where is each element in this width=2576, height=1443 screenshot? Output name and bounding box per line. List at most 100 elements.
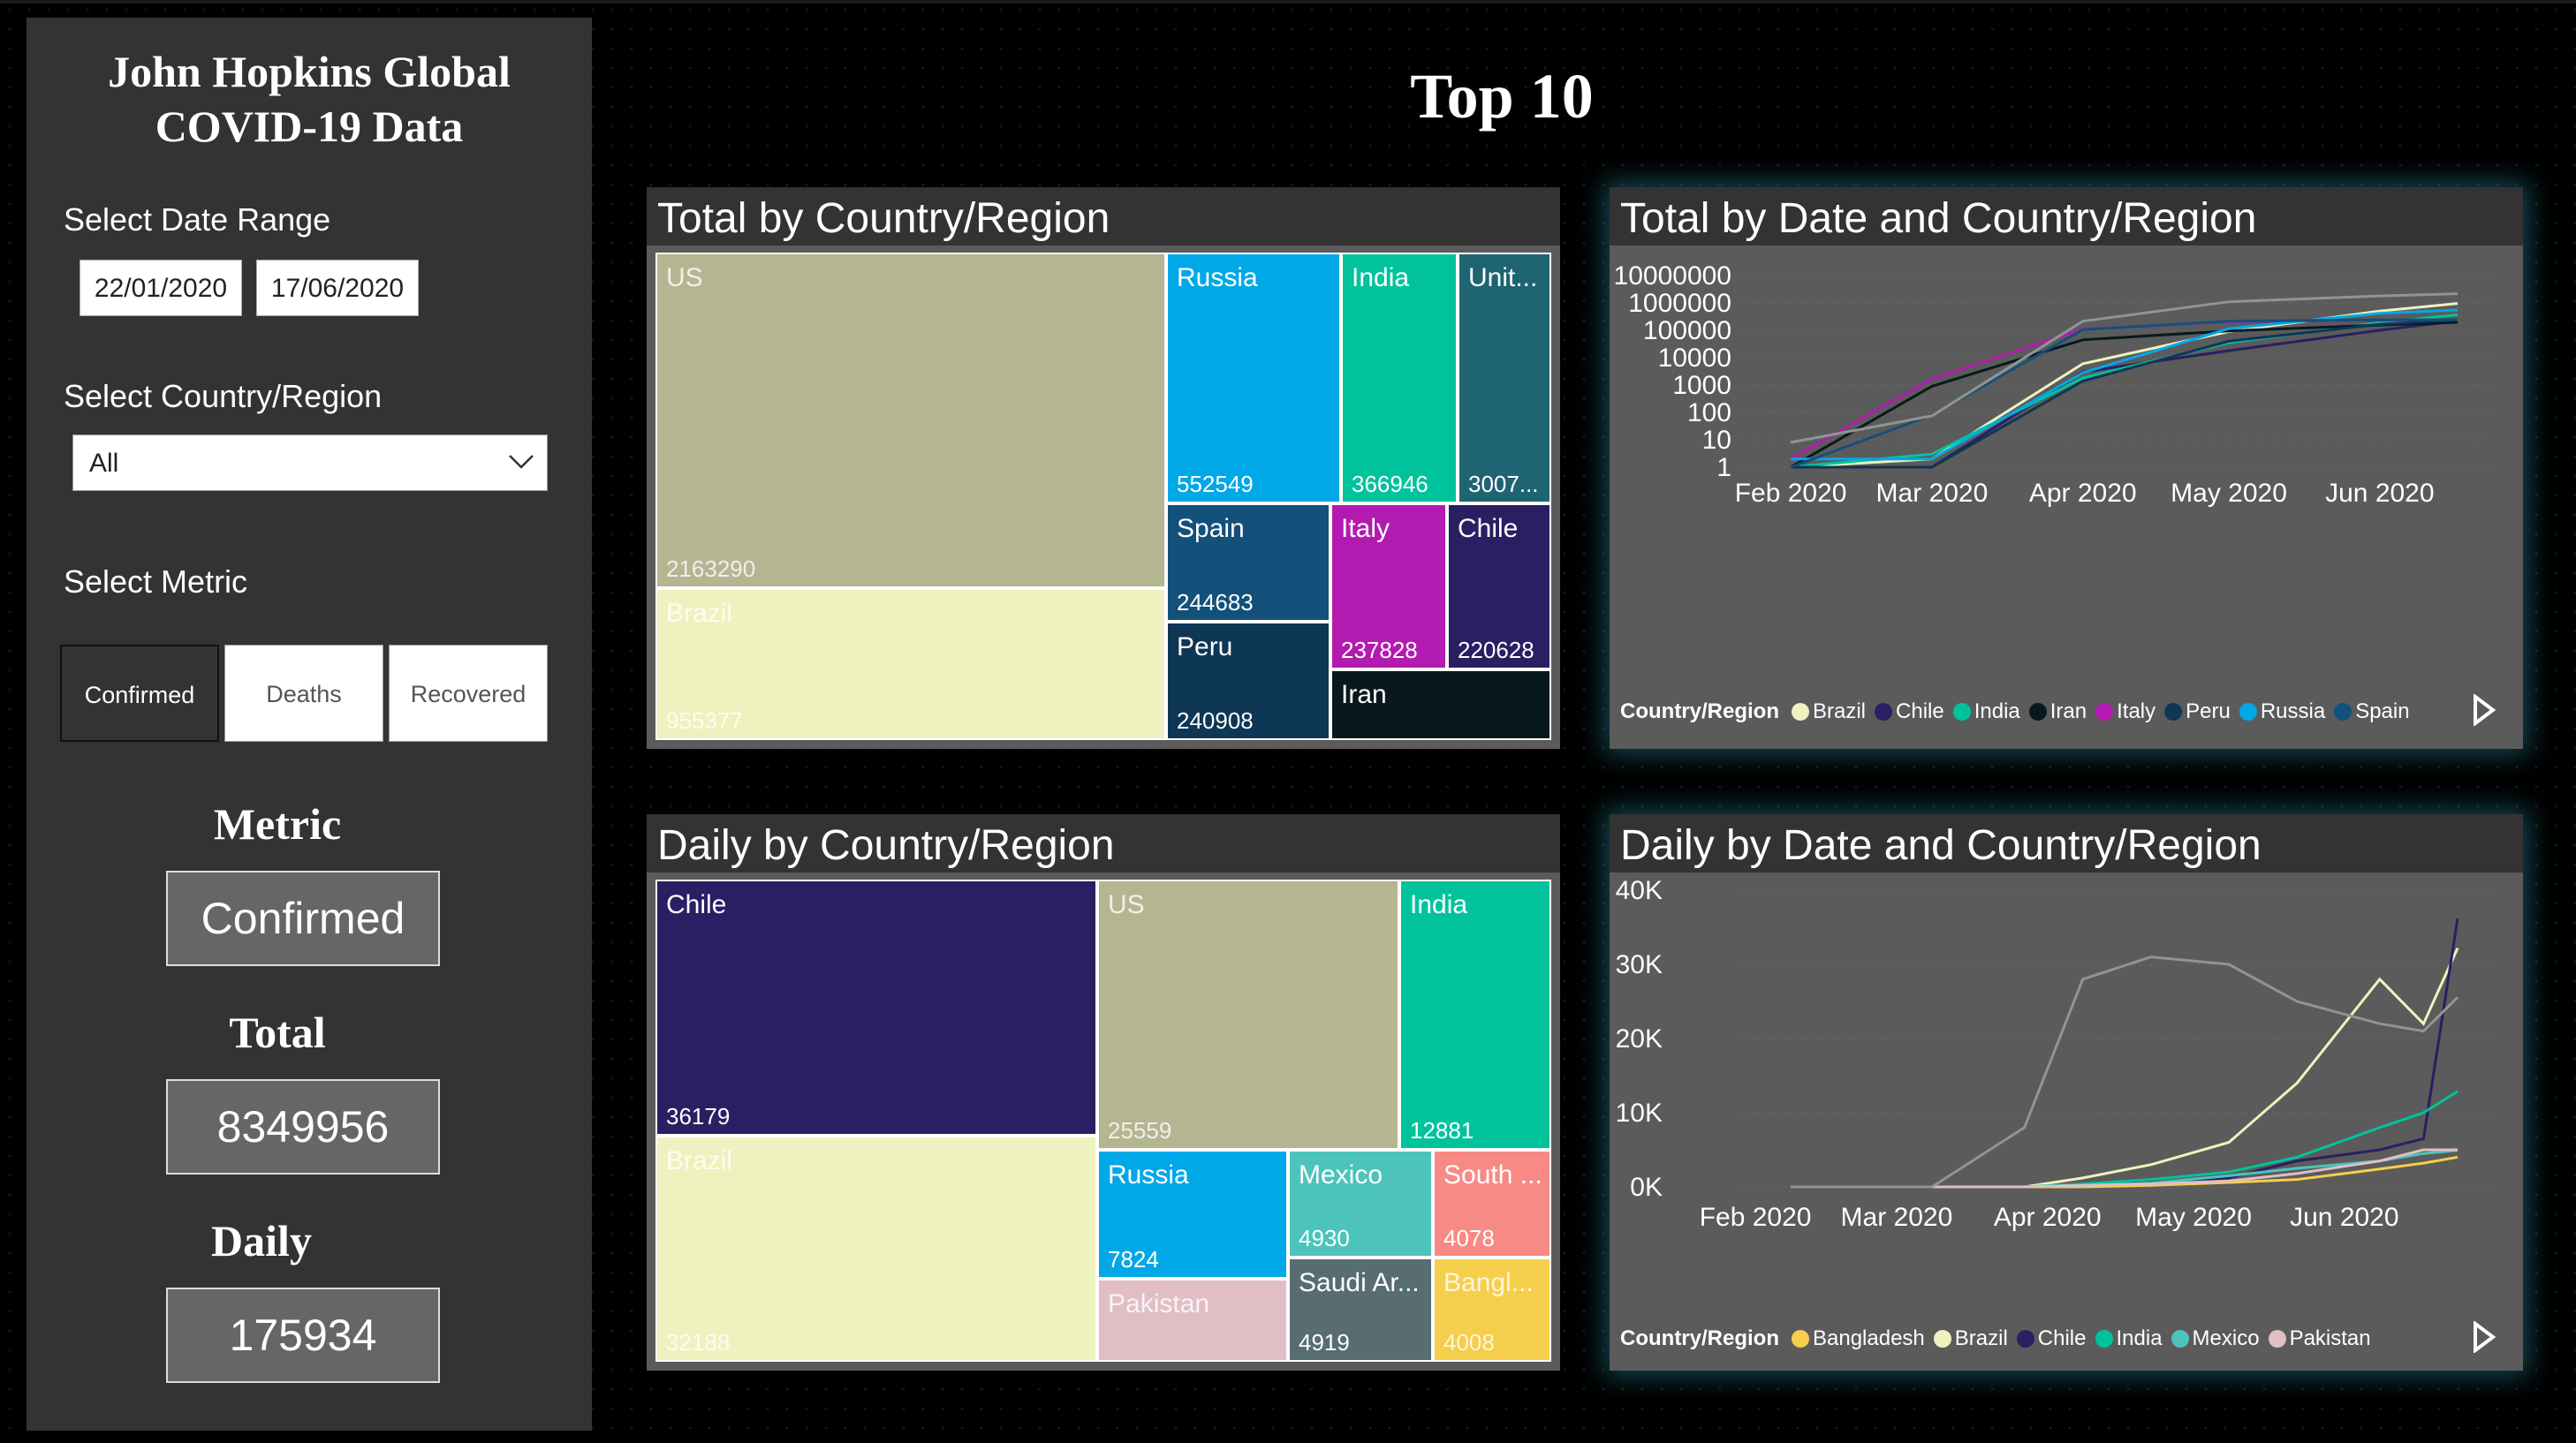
treemap-tile-spain[interactable]: Spain 244683 — [1166, 503, 1330, 622]
legend-item[interactable]: Italy — [2095, 699, 2156, 724]
y-tick-label: 1000 — [1672, 371, 1731, 400]
treemap-tile-russia[interactable]: Russia 552549 — [1166, 253, 1341, 503]
confirmed-button[interactable]: Confirmed — [60, 645, 219, 742]
y-tick-label: 1000000 — [1628, 289, 1731, 318]
legend-label: Chile — [1896, 699, 1944, 723]
legend-dot-icon — [1933, 1330, 1951, 1348]
legend-dot-icon — [2016, 1330, 2034, 1348]
country-region-label: Select Country/Region — [64, 378, 383, 414]
treemap-tile-pakistan[interactable]: Pakistan — [1097, 1279, 1288, 1362]
series-line-brazil — [1791, 947, 2459, 1189]
legend-item[interactable]: Spain — [2334, 699, 2410, 724]
legend-item[interactable]: Chile — [1875, 699, 1944, 724]
treemap-tile-bangl[interactable]: Bangl... 4008 — [1433, 1258, 1551, 1362]
daily-line-title: Daily by Date and Country/Region — [1620, 822, 2262, 869]
legend-item[interactable]: India — [1952, 699, 2020, 724]
treemap-tile-us[interactable]: US 2163290 — [655, 253, 1166, 588]
treemap-tile-italy[interactable]: Italy 237828 — [1330, 503, 1447, 669]
legend-dot-icon — [2164, 703, 2183, 721]
tile-label: Bangl... — [1443, 1268, 1534, 1297]
treemap-tile-brazil[interactable]: Brazil 955377 — [655, 588, 1166, 740]
legend-next-arrow-icon[interactable] — [2472, 1321, 2496, 1353]
tile-value: 12881 — [1410, 1117, 1474, 1144]
daily-treemap-panel: Daily by Country/Region Chile 36179 Brazil… — [647, 814, 1560, 1371]
legend-label: Bangladesh — [1813, 1326, 1925, 1350]
treemap-tile-south[interactable]: South ... 4078 — [1433, 1150, 1551, 1258]
date-start-input[interactable]: 22/01/2020 — [80, 260, 242, 316]
daily-treemap-header: Daily by Country/Region — [647, 814, 1560, 873]
total-line-header: Total by Date and Country/Region — [1610, 187, 2523, 246]
legend-item[interactable]: Chile — [2016, 1326, 2087, 1351]
treemap-tile-mexico[interactable]: Mexico 4930 — [1288, 1150, 1433, 1258]
legend-dot-icon — [2268, 1330, 2286, 1348]
y-tick-label: 30K — [1616, 950, 1663, 979]
tile-label: Pakistan — [1108, 1289, 1210, 1318]
legend-item[interactable]: Mexico — [2171, 1326, 2260, 1351]
deaths-button[interactable]: Deaths — [224, 645, 383, 742]
tile-value: 244683 — [1177, 589, 1254, 616]
legend-item[interactable]: Pakistan — [2268, 1326, 2371, 1351]
legend-item[interactable]: Brazil — [1792, 699, 1866, 724]
metric-heading: Metric — [213, 799, 342, 849]
total-treemap-header: Total by Country/Region — [647, 187, 1560, 246]
tile-value: 32188 — [666, 1329, 731, 1356]
tile-label: South ... — [1443, 1160, 1542, 1190]
y-tick-label: 0K — [1630, 1173, 1663, 1202]
y-tick-label: 10000 — [1658, 344, 1731, 373]
chevron-down-icon — [509, 455, 534, 469]
tile-value: 955377 — [666, 707, 743, 734]
tile-value: 552549 — [1177, 471, 1254, 497]
legend-dot-icon — [2028, 703, 2047, 721]
legend-label: Peru — [2186, 699, 2231, 723]
legend-next-arrow-icon[interactable] — [2472, 694, 2496, 726]
legend-item[interactable]: India — [2095, 1326, 2163, 1351]
legend-dot-icon — [2095, 703, 2114, 721]
legend-item[interactable]: Peru — [2164, 699, 2231, 724]
legend-label: India — [2116, 1326, 2163, 1350]
tile-label: US — [1108, 890, 1145, 919]
x-tick-label: Feb 2020 — [1700, 1203, 1812, 1232]
tile-value: 36179 — [666, 1103, 731, 1129]
legend-item[interactable]: Bangladesh — [1792, 1326, 1925, 1351]
tile-label: Unit... — [1468, 263, 1538, 292]
country-region-dropdown[interactable]: All — [72, 434, 548, 491]
tile-value: 4008 — [1443, 1329, 1495, 1356]
date-end-input[interactable]: 17/06/2020 — [256, 260, 419, 316]
tile-label: Brazil — [666, 1146, 733, 1175]
treemap-tile-brazil[interactable]: Brazil 32188 — [655, 1136, 1097, 1362]
y-tick-label: 40K — [1616, 876, 1663, 905]
x-tick-label: Apr 2020 — [2029, 479, 2137, 508]
treemap-tile-unit[interactable]: Unit... 3007... — [1458, 253, 1551, 503]
tile-label: Iran — [1341, 680, 1387, 709]
legend-label: Italy — [2117, 699, 2156, 723]
treemap-tile-iran[interactable]: Iran — [1330, 669, 1551, 740]
legend-item[interactable]: Russia — [2239, 699, 2325, 724]
treemap-tile-india[interactable]: India 366946 — [1341, 253, 1458, 503]
series-line-spain — [1790, 318, 2459, 469]
treemap-tile-chile[interactable]: Chile 220628 — [1447, 503, 1551, 669]
tile-value: 4919 — [1299, 1329, 1350, 1356]
treemap-tile-russia[interactable]: Russia 7824 — [1097, 1150, 1288, 1279]
treemap-tile-us[interactable]: US 25559 — [1097, 880, 1399, 1150]
series-line-peru — [1791, 318, 2459, 469]
tile-label: US — [666, 263, 703, 292]
legend-label: Iran — [2049, 699, 2087, 723]
daily-heading: Daily — [211, 1216, 312, 1265]
total-treemap: US 2163290 Brazil 955377 Russia 552549 India 36… — [655, 253, 1551, 740]
treemap-tile-saudi-ar[interactable]: Saudi Ar... 4919 — [1288, 1258, 1433, 1362]
tile-label: Russia — [1108, 1160, 1189, 1190]
legend-dot-icon — [1952, 703, 1971, 721]
series-line-chile — [1791, 918, 2459, 1189]
legend-item[interactable]: Brazil — [1933, 1326, 2008, 1351]
recovered-button[interactable]: Recovered — [389, 645, 548, 742]
tile-value: 366946 — [1352, 471, 1428, 497]
treemap-tile-peru[interactable]: Peru 240908 — [1166, 622, 1330, 740]
tile-label: Russia — [1177, 263, 1258, 292]
treemap-tile-chile[interactable]: Chile 36179 — [655, 880, 1097, 1136]
legend-item[interactable]: Iran — [2028, 699, 2087, 724]
sidebar-title-line1: John Hopkins Global — [108, 47, 511, 96]
x-tick-label: Apr 2020 — [1994, 1203, 2102, 1232]
treemap-tile-india[interactable]: India 12881 — [1399, 880, 1551, 1150]
legend-label: Spain — [2355, 699, 2410, 723]
x-tick-label: Jun 2020 — [2325, 479, 2434, 508]
